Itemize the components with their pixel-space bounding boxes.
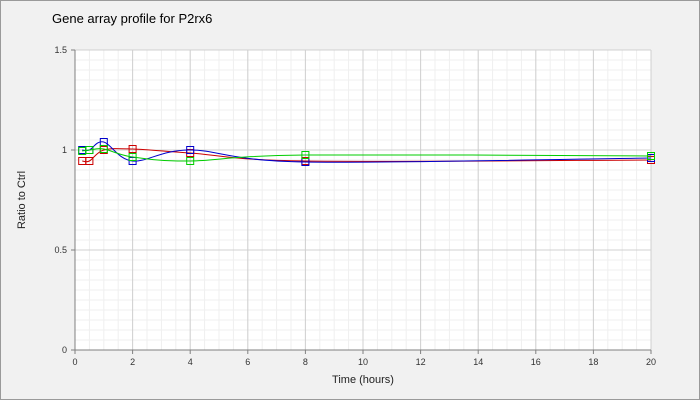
- data-point-marker: [85, 146, 94, 154]
- data-point-marker: [647, 152, 655, 160]
- grid: [74, 49, 652, 351]
- x-tick-label: 2: [130, 357, 135, 367]
- x-axis-label: Time (hours): [332, 374, 394, 386]
- x-tick-label: 6: [245, 357, 250, 367]
- x-tick-label: 12: [416, 357, 426, 367]
- chart-title: Gene array profile for P2rx6: [52, 11, 213, 26]
- axes: 0 2 4 6 8 10 12 14 16 18 20 0 0.5 1 1.5: [54, 45, 656, 367]
- y-axis-label: Ratio to Ctrl: [16, 171, 28, 229]
- series-line-3: [82, 148, 652, 162]
- y-tick-label: 0.5: [54, 245, 67, 255]
- data-point-marker: [186, 146, 195, 154]
- y-tick-label: 1: [62, 145, 67, 155]
- x-tick-label: 14: [473, 357, 483, 367]
- data-point-marker: [301, 151, 310, 159]
- series-line-2: [82, 141, 652, 163]
- y-tick-label: 0: [62, 345, 67, 355]
- x-tick-label: 4: [188, 357, 193, 367]
- data-point-marker: [186, 157, 195, 165]
- x-tick-label: 8: [303, 357, 308, 367]
- data-point-marker: [128, 153, 137, 161]
- series-group: [78, 138, 655, 166]
- y-tick-label: 1.5: [54, 45, 67, 55]
- x-tick-label: 20: [646, 357, 656, 367]
- x-tick-label: 18: [588, 357, 598, 367]
- x-tick-label: 16: [531, 357, 541, 367]
- x-tick-label: 10: [358, 357, 368, 367]
- data-point-marker: [128, 145, 137, 153]
- x-tick-label: 0: [72, 357, 77, 367]
- data-point-marker: [85, 157, 94, 165]
- data-point-marker: [99, 145, 108, 153]
